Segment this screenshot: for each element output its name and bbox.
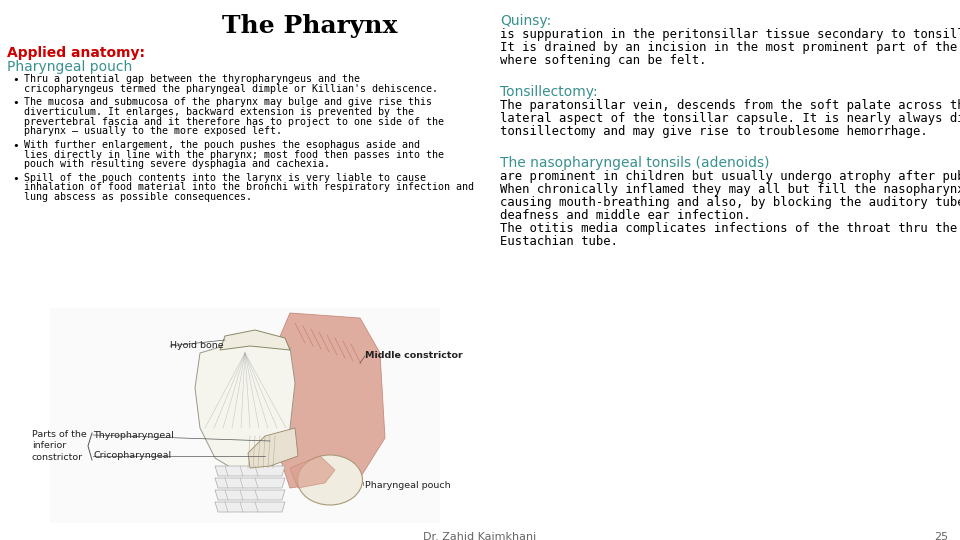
Text: •: • — [12, 98, 19, 108]
Text: The paratonsillar vein, descends from the soft palate across the: The paratonsillar vein, descends from th… — [500, 99, 960, 112]
Text: Pharyngeal pouch: Pharyngeal pouch — [365, 481, 450, 489]
Text: When chronically inflamed they may all but fill the nasopharynx,: When chronically inflamed they may all b… — [500, 183, 960, 196]
Text: •: • — [12, 141, 19, 151]
Text: tonsillectomy and may give rise to troublesome hemorrhage.: tonsillectomy and may give rise to troub… — [500, 125, 927, 138]
Text: Tonsillectomy:: Tonsillectomy: — [500, 85, 598, 99]
Text: lateral aspect of the tonsillar capsule. It is nearly always divided in: lateral aspect of the tonsillar capsule.… — [500, 112, 960, 125]
Text: diverticulum. It enlarges, backward extension is prevented by the: diverticulum. It enlarges, backward exte… — [24, 107, 414, 117]
FancyBboxPatch shape — [50, 308, 440, 523]
Text: Hyoid bone: Hyoid bone — [170, 341, 224, 350]
Text: The nasopharyngeal tonsils (adenoids): The nasopharyngeal tonsils (adenoids) — [500, 156, 770, 170]
Text: are prominent in children but usually undergo atrophy after puberty.: are prominent in children but usually un… — [500, 170, 960, 183]
Text: •: • — [12, 174, 19, 184]
Text: With further enlargement, the pouch pushes the esophagus aside and: With further enlargement, the pouch push… — [24, 140, 420, 150]
Text: is suppuration in the peritonsillar tissue secondary to tonsillitis.: is suppuration in the peritonsillar tiss… — [500, 28, 960, 41]
Text: where softening can be felt.: where softening can be felt. — [500, 54, 707, 67]
Text: causing mouth-breathing and also, by blocking the auditory tube,: causing mouth-breathing and also, by blo… — [500, 196, 960, 209]
Text: Cricopharyngeal: Cricopharyngeal — [93, 451, 171, 461]
Text: The otitis media complicates infections of the throat thru the: The otitis media complicates infections … — [500, 222, 957, 235]
Polygon shape — [215, 490, 285, 500]
Polygon shape — [270, 313, 385, 488]
Text: Parts of the
inferior
constrictor: Parts of the inferior constrictor — [32, 430, 86, 462]
Text: Quinsy:: Quinsy: — [500, 14, 551, 28]
Polygon shape — [248, 428, 298, 468]
Text: lung abscess as possible consequences.: lung abscess as possible consequences. — [24, 192, 252, 202]
Polygon shape — [220, 330, 290, 350]
Polygon shape — [195, 338, 295, 473]
Polygon shape — [290, 456, 335, 488]
Text: The Pharynx: The Pharynx — [223, 14, 397, 38]
Text: Middle constrictor: Middle constrictor — [365, 352, 463, 361]
Text: Thyropharyngeal: Thyropharyngeal — [93, 430, 174, 440]
Ellipse shape — [298, 455, 363, 505]
Polygon shape — [215, 502, 285, 512]
Polygon shape — [215, 478, 285, 488]
Text: Applied anatomy:: Applied anatomy: — [7, 46, 145, 60]
Text: Spill of the pouch contents into the larynx is very liable to cause: Spill of the pouch contents into the lar… — [24, 173, 426, 183]
Text: The mucosa and submucosa of the pharynx may bulge and give rise this: The mucosa and submucosa of the pharynx … — [24, 97, 432, 107]
Text: It is drained by an incision in the most prominent part of the abscess: It is drained by an incision in the most… — [500, 41, 960, 54]
Text: pharynx — usually to the more exposed left.: pharynx — usually to the more exposed le… — [24, 126, 282, 137]
Text: prevertebral fascia and it therefore has to project to one side of the: prevertebral fascia and it therefore has… — [24, 117, 444, 127]
Text: inhalation of food material into the bronchi with respiratory infection and: inhalation of food material into the bro… — [24, 183, 474, 192]
Text: Eustachian tube.: Eustachian tube. — [500, 235, 618, 248]
Text: deafness and middle ear infection.: deafness and middle ear infection. — [500, 209, 751, 222]
Text: •: • — [12, 75, 19, 85]
Text: pouch with resulting severe dysphagia and cachexia.: pouch with resulting severe dysphagia an… — [24, 159, 330, 170]
Text: Dr. Zahid Kaimkhani: Dr. Zahid Kaimkhani — [423, 532, 537, 540]
Text: Thru a potential gap between the thyropharyngeus and the: Thru a potential gap between the thyroph… — [24, 74, 360, 84]
Text: lies directly in line with the pharynx; most food then passes into the: lies directly in line with the pharynx; … — [24, 150, 444, 160]
Text: 25: 25 — [934, 532, 948, 540]
Text: cricopharyngeus termed the pharyngeal dimple or Killian's dehiscence.: cricopharyngeus termed the pharyngeal di… — [24, 84, 438, 94]
Text: Pharyngeal pouch: Pharyngeal pouch — [7, 60, 132, 74]
Polygon shape — [215, 466, 285, 476]
